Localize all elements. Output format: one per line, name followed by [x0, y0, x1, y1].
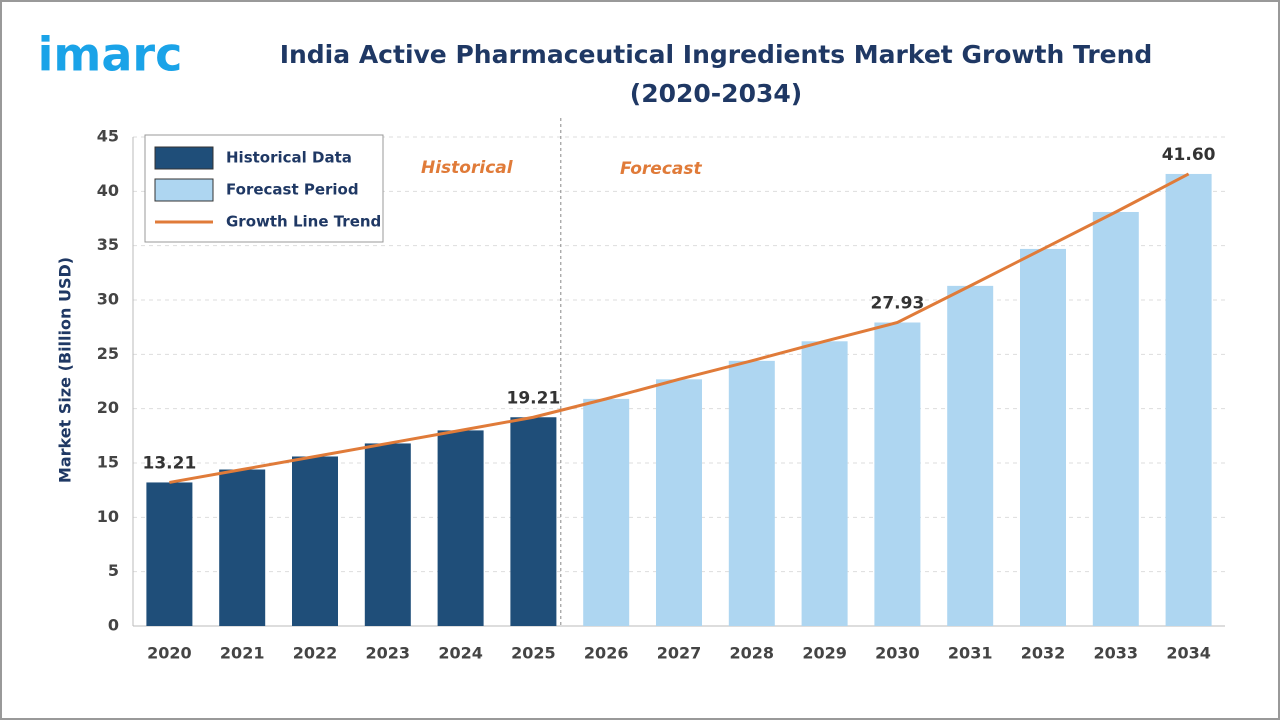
y-tick-label: 5	[108, 561, 119, 580]
chart-title: (2020-2034)	[630, 79, 802, 108]
x-tick-label: 2026	[584, 644, 629, 663]
data-label: 27.93	[871, 293, 925, 313]
x-tick-label: 2031	[948, 644, 993, 663]
x-tick-label: 2027	[657, 644, 702, 663]
y-tick-label: 20	[97, 398, 119, 417]
x-tick-label: 2020	[147, 644, 192, 663]
bar	[1165, 173, 1212, 627]
bar	[1092, 211, 1139, 627]
bar	[510, 417, 557, 626]
x-tick-label: 2022	[293, 644, 338, 663]
x-tick-label: 2025	[511, 644, 556, 663]
chart-title: India Active Pharmaceutical Ingredients …	[280, 40, 1153, 69]
trend-line	[169, 172, 1190, 484]
logo: imarc	[38, 28, 183, 82]
x-tick-label: 2024	[438, 644, 483, 663]
bar	[874, 322, 921, 626]
bar	[656, 379, 702, 626]
y-tick-label: 30	[97, 290, 119, 309]
bar	[801, 341, 848, 626]
x-tick-label: 2028	[730, 644, 775, 663]
bar	[219, 469, 266, 626]
annotation: Forecast	[620, 159, 703, 179]
bar	[364, 443, 411, 626]
annotation: Historical	[421, 158, 514, 178]
x-tick-label: 2029	[802, 644, 847, 663]
y-tick-label: 0	[108, 616, 119, 635]
y-tick-label: 40	[97, 181, 119, 200]
bar	[1020, 248, 1066, 626]
y-tick-label: 25	[97, 344, 119, 363]
legend-label: Growth Line Trend	[226, 213, 381, 231]
data-label: 19.21	[507, 388, 561, 408]
y-tick-label: 15	[97, 453, 119, 472]
x-tick-label: 2030	[875, 644, 920, 663]
bar	[437, 430, 484, 626]
x-tick-label: 2033	[1094, 644, 1139, 663]
y-tick-label: 35	[97, 235, 119, 254]
x-tick-label: 2034	[1166, 644, 1211, 663]
bar	[728, 360, 775, 626]
bar	[146, 482, 193, 626]
bar	[947, 285, 994, 626]
data-label: 13.21	[143, 453, 197, 473]
bar	[292, 456, 338, 626]
legend-swatch	[154, 146, 214, 170]
legend-swatch	[154, 178, 214, 202]
legend-label: Historical Data	[226, 149, 352, 167]
x-tick-label: 2021	[220, 644, 265, 663]
y-tick-label: 45	[97, 127, 119, 146]
x-tick-label: 2023	[366, 644, 411, 663]
data-label: 41.60	[1162, 145, 1216, 165]
bar	[583, 398, 630, 626]
y-axis-label: Market Size (Billion USD)	[56, 257, 75, 483]
legend-label: Forecast Period	[226, 181, 359, 199]
y-tick-label: 10	[97, 507, 119, 526]
x-tick-label: 2032	[1021, 644, 1066, 663]
